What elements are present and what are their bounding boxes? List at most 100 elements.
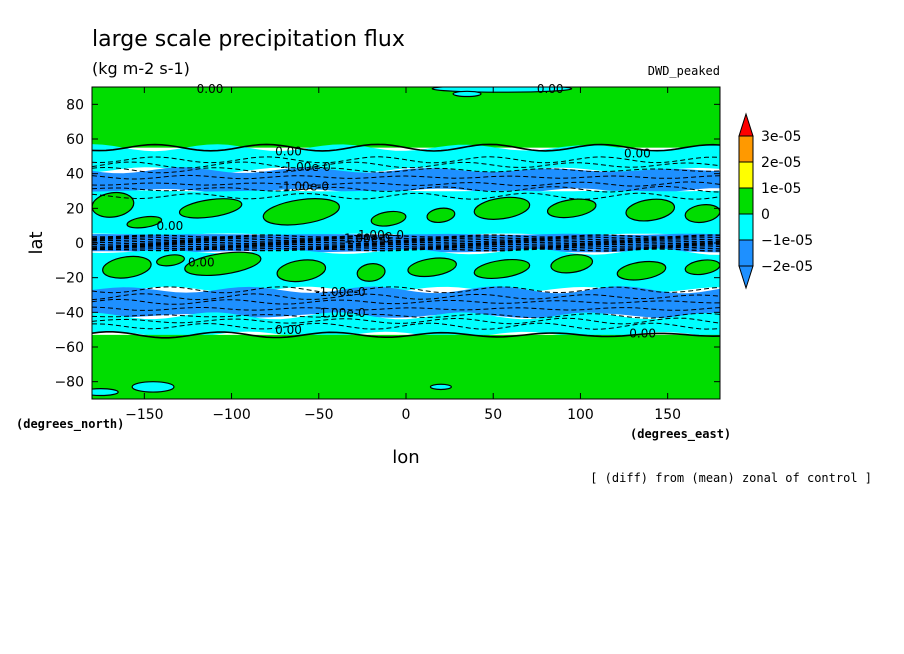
contour-label: 0.00: [275, 145, 302, 159]
contour-label: 0.00: [197, 82, 224, 96]
colorbar-segment: [738, 213, 754, 241]
y-tick-label: −20: [54, 271, 84, 287]
contour-region: [102, 255, 152, 279]
contour-line: [92, 293, 720, 301]
x-axis-label: lon: [392, 447, 419, 468]
green-blobs: [92, 87, 720, 397]
contour-line: [92, 174, 720, 180]
contour-line: [92, 185, 720, 193]
contour-line: [92, 248, 720, 252]
footnote: [ (diff) from (mean) zonal of control ]: [590, 471, 872, 485]
contour-region: [429, 383, 452, 391]
contour-region: [92, 388, 119, 397]
y-tick-label: 20: [66, 201, 84, 217]
contour-line: [92, 246, 720, 250]
y-tick-label: 60: [66, 132, 84, 148]
contour-region: [356, 263, 386, 282]
contour-line: [92, 286, 720, 294]
contour-label: -1.00e-0: [315, 285, 365, 299]
contour-line: [92, 239, 720, 243]
x-tick-label: 0: [402, 407, 411, 423]
x-tick-label: −100: [212, 407, 250, 423]
contour-labels: 0.00 0.000.00 0.00-1.00e-0-1.00e-00.00-1.0…: [157, 82, 656, 341]
colorbar: 3e-05 2e-05 1e-05 0 −1e-05 −2e-05: [738, 112, 813, 290]
contour-region: [426, 207, 456, 224]
contour-line: [92, 317, 720, 325]
chart-units: (kg m-2 s-1): [92, 59, 190, 78]
x-tick-label: 50: [484, 407, 502, 423]
colorbar-label: −1e-05: [761, 233, 813, 249]
contour-line: [92, 234, 720, 238]
contour-region: [550, 254, 594, 274]
colorbar-segment: [738, 161, 754, 189]
contour-region: [616, 260, 667, 281]
colorbar-segment: [738, 187, 754, 215]
contour-region: [156, 254, 185, 267]
contour-line: [92, 306, 720, 311]
contour-line: [92, 236, 720, 240]
contour-label: 0.00: [629, 327, 656, 341]
contour-label: -1.00e-0: [279, 179, 329, 193]
contour-label: 0.00: [624, 146, 651, 160]
contour-region: [126, 215, 163, 229]
contour-region: [473, 196, 531, 220]
x-tick-label: 150: [654, 407, 681, 423]
contour-label: 0.00: [537, 82, 564, 96]
contour-lines: [92, 143, 720, 339]
contour-line: [92, 243, 720, 246]
y-axis-ticks: −80 −60 −40 −20 0 20 40 60 80: [54, 97, 720, 391]
experiment-label: DWD_peaked: [648, 64, 720, 78]
contour-region: [407, 257, 457, 278]
contour-region: [370, 210, 407, 227]
x-axis-ticks: −150 −100 −50 0 50 100 150: [125, 87, 681, 423]
contour-region: [178, 198, 243, 219]
colorbar-label: 1e-05: [761, 181, 801, 197]
y-tick-label: 40: [66, 167, 84, 183]
contour-region: [276, 259, 327, 283]
y-tick-label: −60: [54, 340, 84, 356]
contour-label: -1.00e-0: [315, 306, 365, 320]
colorbar-segment: [738, 239, 754, 267]
contour-line: [92, 312, 720, 319]
colorbar-label: 3e-05: [761, 129, 801, 145]
colorbar-bottom-arrow: [738, 265, 754, 290]
contour-region: [262, 198, 340, 226]
zonal-band: [92, 334, 720, 399]
contour-label: 0.00: [275, 323, 302, 337]
x-tick-label: −50: [304, 407, 334, 423]
contour-line: [92, 166, 720, 174]
y-tick-label: 80: [66, 97, 84, 113]
colorbar-label: 2e-05: [761, 155, 801, 171]
contour-line: [92, 143, 720, 152]
chart-title: large scale precipitation flux: [92, 27, 405, 52]
contour-line: [92, 181, 720, 187]
contour-line: [92, 322, 720, 330]
x-tick-label: −150: [125, 407, 163, 423]
contour-label: 0.00: [157, 219, 184, 233]
contour-label: -1.00e-0: [280, 160, 330, 174]
contour-region: [625, 198, 676, 222]
colorbar-label: 0: [761, 207, 770, 223]
y-tick-label: −40: [54, 305, 84, 321]
contour-line: [92, 237, 720, 242]
contour-line: [92, 156, 720, 164]
colorbar-top-arrow: [738, 112, 754, 137]
contour-region: [452, 90, 482, 98]
contour-label: -1.00e-0: [340, 231, 390, 245]
zonal-band: [92, 87, 720, 148]
contour-line: [92, 241, 720, 245]
y-tick-label: −80: [54, 375, 84, 391]
contour-label: -1.00e-0: [354, 228, 404, 242]
contour-region: [131, 381, 175, 393]
contour-line: [92, 192, 720, 200]
contour-line: [92, 331, 720, 339]
plot-area: [92, 87, 720, 399]
contour-region: [546, 198, 597, 219]
colorbar-label: −2e-05: [761, 259, 813, 275]
colorbar-segment: [738, 135, 754, 163]
contour-line: [92, 298, 720, 305]
zonal-band: [92, 286, 720, 319]
contour-line: [92, 161, 720, 169]
y-axis-label: lat: [26, 231, 47, 254]
